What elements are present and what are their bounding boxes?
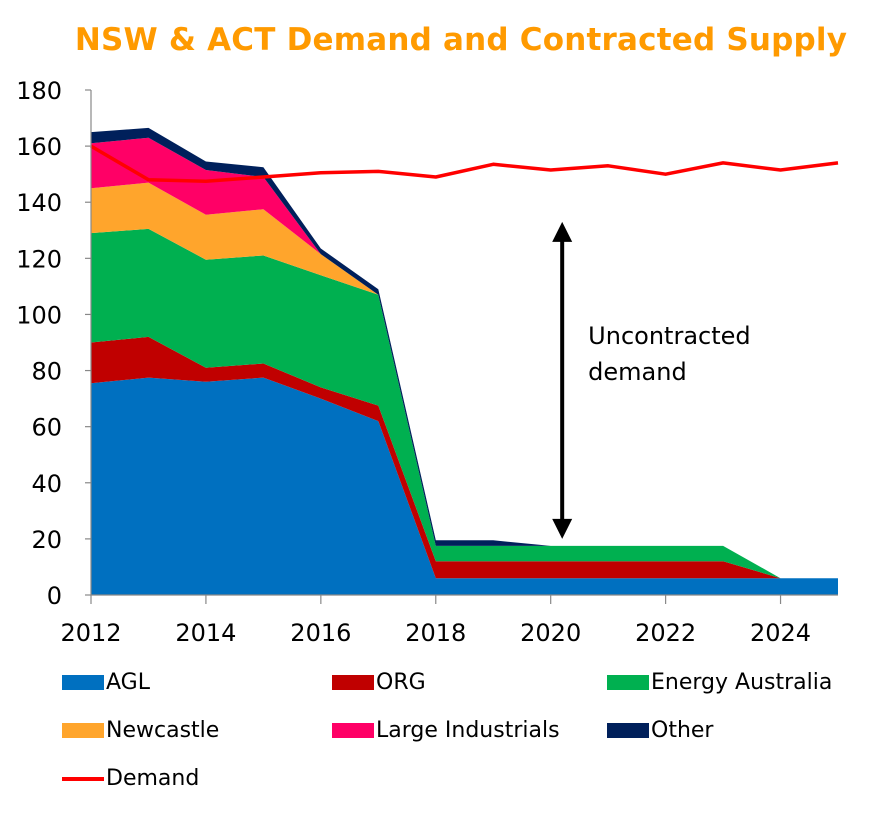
annotation-group: Uncontracted demand: [552, 221, 751, 539]
y-tick-label: 100: [16, 301, 62, 329]
arrow-head-up-icon: [552, 221, 573, 242]
legend-swatch: [607, 723, 649, 738]
legend-label: AGL: [106, 670, 150, 695]
stacked-areas: [91, 127, 838, 595]
area-newcastle: [91, 182, 838, 579]
y-tick-label: 80: [31, 358, 62, 386]
annotation-text: demand: [588, 358, 687, 386]
arrow-head-down-icon: [552, 518, 573, 539]
y-tick-label: 140: [16, 189, 62, 217]
x-tick-label: 2022: [635, 619, 696, 647]
legend-label: Other: [651, 718, 714, 743]
legend-item-other: Other: [607, 718, 713, 743]
area-org: [91, 336, 838, 579]
legend-swatch: [62, 675, 104, 690]
legend-item-demand: Demand: [62, 766, 199, 791]
legend-label: Energy Australia: [651, 670, 833, 695]
legend-swatch: [62, 776, 104, 781]
x-tick-label: 2024: [750, 619, 811, 647]
legend-label: ORG: [376, 670, 426, 695]
y-tick-label: 160: [16, 133, 62, 161]
x-tick-label: 2016: [290, 619, 351, 647]
area-agl: [91, 377, 838, 595]
legend-swatch: [607, 675, 649, 690]
legend-item-energy-australia: Energy Australia: [607, 670, 832, 695]
legend-label: Large Industrials: [376, 718, 560, 743]
area-energy-australia: [91, 228, 838, 579]
legend-swatch: [62, 723, 104, 738]
chart-title: NSW & ACT Demand and Contracted Supply: [74, 22, 848, 58]
x-tick-label: 2014: [175, 619, 236, 647]
legend-swatch: [332, 675, 374, 690]
x-tick-label: 2020: [520, 619, 581, 647]
y-tick-label: 0: [47, 582, 62, 610]
y-tick-label: 60: [31, 414, 62, 442]
y-tick-label: 40: [31, 470, 62, 498]
y-tick-label: 180: [16, 77, 62, 105]
x-tick-label: 2018: [405, 619, 466, 647]
y-tick-label: 120: [16, 245, 62, 273]
x-tick-label: 2012: [60, 619, 121, 647]
line-demand: [90, 144, 839, 183]
legend-item-agl: AGL: [62, 670, 150, 695]
legend-item-org: ORG: [332, 670, 426, 695]
legend-label: Newcastle: [106, 718, 220, 743]
y-tick-label: 20: [31, 526, 62, 554]
legend-item-large-industrials: Large Industrials: [332, 718, 560, 743]
legend-swatch: [332, 723, 374, 738]
line-series: [90, 144, 839, 183]
annotation-text: Uncontracted: [588, 322, 750, 350]
legend-item-newcastle: Newcastle: [62, 718, 219, 743]
axes: 0 20 40 60 80 100 120 140 160 180 2012 2014 2016 2018…: [16, 77, 838, 647]
legend-label: Demand: [106, 766, 200, 791]
